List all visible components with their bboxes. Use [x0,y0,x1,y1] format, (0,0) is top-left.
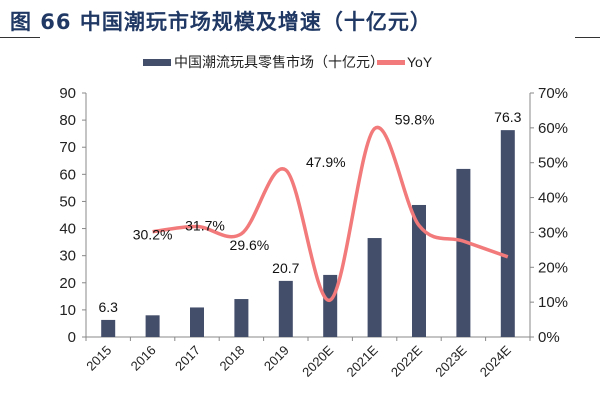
left-tick-label: 40 [59,221,76,238]
left-tick-label: 20 [59,275,76,292]
x-tick-label: 2017 [172,343,203,374]
left-tick-label: 90 [59,85,76,102]
bar-data-label: 6.3 [98,299,118,315]
right-tick-label: 40% [538,190,568,207]
left-tick-label: 10 [59,302,76,319]
right-tick-label: 10% [538,294,568,311]
right-tick-label: 30% [538,224,568,241]
legend-line-swatch [377,60,405,65]
left-tick-label: 60 [59,166,76,183]
right-tick-label: 20% [538,259,568,276]
x-tick-label: 2024E [477,342,514,379]
x-tick-label: 2023E [432,342,469,379]
x-tick-label: 2016 [128,343,159,374]
bar-2017 [190,307,204,337]
bar-2022E [412,204,426,337]
bar-2024E [500,130,515,337]
yoy-data-label: 31.7% [185,218,225,234]
yoy-data-label: 47.9% [306,154,346,170]
yoy-data-label: 30.2% [133,227,173,243]
yoy-line [152,125,509,302]
x-tick-label: 2018 [216,343,247,374]
left-tick-label: 50 [59,193,76,210]
bar-2015 [101,319,116,337]
bar-2016 [145,315,160,337]
x-tick-label: 2021E [344,342,381,379]
yoy-data-label: 29.6% [230,237,270,253]
right-tick-label: 60% [538,120,568,137]
right-tick-label: 0% [538,329,560,346]
legend-bar-swatch [143,59,171,66]
right-tick-label: 50% [538,155,568,172]
x-tick-label: 2020E [299,342,336,379]
figure-title: 图 66 中国潮玩市场规模及增速（十亿元） [10,10,432,34]
left-tick-label: 80 [59,112,76,129]
x-tick-label: 2022E [388,342,425,379]
bar-2019 [278,280,293,337]
bar-2023E [456,168,471,337]
legend-bar-label: 中国潮流玩具零售市场（十亿元） [174,54,384,70]
x-tick-label: 2019 [261,343,292,374]
left-tick-label: 70 [59,139,76,156]
bar-data-label: 20.7 [272,260,299,276]
bar-2018 [234,299,249,337]
right-tick-label: 70% [538,85,568,102]
title-rule-right [575,37,600,38]
left-tick-label: 0 [68,329,76,346]
bar-2021E [367,238,382,337]
bar-2020E [323,274,338,337]
title-rule-left [0,37,40,38]
left-tick-label: 30 [59,248,76,265]
bar-data-label: 76.3 [494,109,521,125]
yoy-data-label: 59.8% [395,112,435,128]
legend-line-label: YoY [407,54,433,70]
x-tick-label: 2015 [83,343,114,374]
